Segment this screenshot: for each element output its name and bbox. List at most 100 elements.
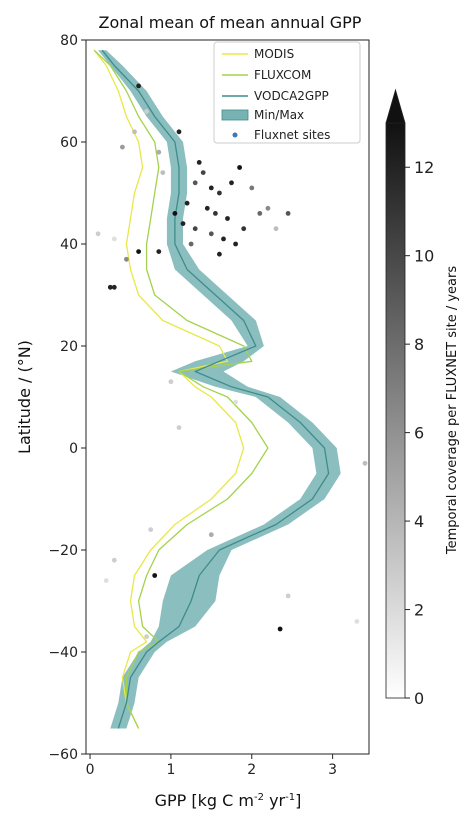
fluxnet-site: [285, 593, 291, 599]
fluxnet-site: [354, 619, 360, 624]
legend-label-fluxnet: Fluxnet sites: [254, 128, 330, 142]
fluxnet-site: [233, 241, 239, 247]
fluxnet-site: [237, 165, 243, 170]
y-tick-label: 60: [60, 135, 78, 151]
fluxnet-site: [249, 185, 255, 191]
fluxnet-site: [265, 205, 271, 211]
legend-label-vodca2gpp: VODCA2GPP: [254, 89, 329, 103]
fluxnet-site: [160, 170, 166, 176]
fluxnet-site: [217, 190, 222, 196]
vodca2gpp-line: [101, 49, 330, 729]
colorbar-tick-label: 6: [414, 424, 424, 443]
colorbar-gradient: [385, 122, 406, 699]
legend-label-modis: MODIS: [254, 47, 294, 61]
plot-frame: [85, 39, 370, 755]
legend-box: [213, 41, 361, 144]
x-axis-label-sup1: -2: [254, 792, 264, 803]
fluxnet-site: [273, 226, 279, 232]
y-tick-label: 40: [60, 237, 78, 253]
x-axis-label-main: GPP [kg C m: [155, 791, 254, 810]
fluxnet-site: [107, 284, 113, 290]
fluxnet-site: [204, 205, 210, 211]
plot-area: 0 1 2 3 80 60 40 20 0 −20 −40 −60: [48, 33, 370, 778]
colorbar: 0 2 4 6 8 10 12 Temporal coverage per FLUXNET …: [385, 88, 460, 708]
x-axis-label-end: ]: [295, 791, 301, 810]
colorbar-tick-label: 4: [414, 512, 424, 531]
y-tick-label: 80: [60, 33, 78, 49]
fluxnet-site: [148, 527, 154, 532]
fluxnet-site: [168, 379, 174, 385]
fluxnet-site: [257, 211, 263, 216]
fluxnet-site: [217, 251, 222, 257]
fluxnet-site: [156, 249, 162, 255]
fluxnet-site: [144, 109, 150, 114]
fluxnet-site: [277, 626, 283, 632]
x-tick-label: 2: [247, 762, 256, 778]
fluxnet-site: [103, 578, 109, 583]
y-tick-label: 20: [60, 339, 78, 355]
colorbar-tick-label: 10: [414, 247, 434, 266]
x-tick-label: 3: [328, 762, 337, 778]
x-axis-label: GPP [kg C m-2 yr-1]: [155, 791, 302, 810]
fluxnet-site: [144, 634, 150, 640]
colorbar-tick-label: 12: [414, 158, 434, 177]
y-ticks: 80 60 40 20 0 −20 −40 −60: [48, 33, 86, 763]
y-tick-label: −40: [48, 645, 78, 661]
fluxnet-site: [176, 425, 182, 430]
colorbar-label: Temporal coverage per FLUXNET site / yea…: [445, 266, 460, 555]
y-tick-label: 0: [69, 441, 78, 457]
fluxnet-site: [213, 211, 218, 216]
fluxnet-site: [120, 144, 125, 150]
fluxnet-site: [233, 399, 239, 405]
fluxnet-site: [124, 256, 129, 262]
fluxnet-site: [208, 532, 214, 538]
fluxnet-site: [192, 180, 198, 186]
fluxnet-site: [176, 129, 182, 135]
fluxnet-site: [285, 211, 291, 216]
fluxnet-site: [136, 83, 142, 89]
x-axis-label-sup2: -1: [285, 792, 295, 803]
fluxnet-site: [184, 200, 190, 206]
fluxnet-site: [132, 129, 137, 135]
y-tick-label: −20: [48, 543, 78, 559]
fluxnet-site: [180, 221, 186, 227]
series-lines-layer: [93, 49, 330, 729]
fluxnet-site: [95, 231, 101, 237]
fluxcom-line: [93, 49, 269, 729]
fluxnet-site: [152, 573, 158, 578]
fluxnet-site: [196, 160, 202, 165]
colorbar-extend-arrow: [385, 88, 406, 124]
x-tick-label: 1: [166, 762, 175, 778]
x-tick-label: 0: [86, 762, 95, 778]
y-axis-label: Latitude / (°N): [15, 340, 34, 454]
fluxnet-site: [136, 249, 142, 255]
fluxnet-site: [221, 236, 226, 242]
fluxnet-site: [208, 185, 214, 191]
colorbar-tick-label: 0: [414, 689, 424, 708]
fluxnet-site: [172, 211, 178, 216]
legend: MODIS FLUXCOM VODCA2GPP Min/Max Fluxnet …: [213, 41, 361, 144]
x-ticks: 0 1 2 3: [86, 754, 337, 778]
modis-line: [93, 49, 245, 729]
chart-title: Zonal mean of mean annual GPP: [99, 13, 362, 32]
fluxnet-site: [156, 149, 162, 155]
fluxnet-site: [208, 231, 214, 237]
fluxnet-site: [225, 216, 230, 221]
colorbar-tick-label: 8: [414, 335, 424, 354]
fluxnet-site: [188, 241, 194, 247]
fluxnet-site: [192, 226, 198, 232]
legend-swatch-fluxnet: [232, 132, 238, 138]
legend-label-minmax: Min/Max: [254, 108, 304, 122]
x-axis-label-mid: yr: [264, 791, 286, 810]
fluxnet-sites-layer: [95, 83, 368, 640]
y-tick-label: −60: [48, 747, 78, 763]
fluxnet-site: [111, 236, 117, 242]
fluxnet-site: [200, 170, 206, 176]
legend-swatch-minmax: [221, 109, 249, 121]
fluxnet-site: [111, 557, 117, 563]
fluxnet-site: [362, 460, 368, 466]
fluxnet-site: [111, 284, 117, 290]
colorbar-ticks: 0 2 4 6 8 10 12: [405, 158, 434, 708]
fluxnet-site: [241, 226, 247, 232]
